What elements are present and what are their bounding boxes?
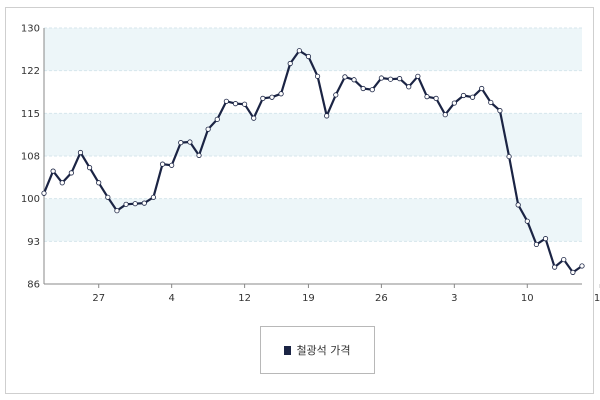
data-point — [451, 100, 457, 106]
data-point — [105, 194, 111, 200]
data-point — [378, 75, 384, 81]
y-tick-label: 108 — [21, 152, 40, 163]
y-axis-ticks: 86 93 100 108 115 122 130 — [21, 24, 40, 291]
data-point — [469, 94, 476, 100]
data-point — [278, 91, 284, 97]
data-point — [397, 76, 403, 82]
y-tick-label: 86 — [27, 280, 40, 291]
data-point — [305, 53, 312, 60]
x-tick-label: 10 — [521, 293, 534, 304]
series-layer — [41, 48, 585, 275]
legend: 철광석 가격 — [260, 326, 375, 374]
data-point — [333, 92, 339, 98]
data-point — [488, 99, 494, 106]
data-point — [169, 162, 175, 168]
data-point — [159, 161, 166, 167]
data-point — [579, 263, 585, 269]
data-point — [187, 139, 193, 145]
axes — [43, 28, 582, 285]
data-point — [223, 98, 229, 104]
data-point — [324, 113, 330, 119]
data-point — [96, 180, 102, 186]
y-tick-label: 130 — [21, 24, 40, 35]
data-point — [287, 60, 293, 67]
data-point — [570, 269, 576, 275]
data-point — [242, 101, 248, 107]
x-tick-label: 12 — [238, 293, 251, 304]
data-point — [50, 168, 56, 174]
data-point — [260, 95, 266, 102]
data-point — [552, 264, 558, 270]
data-point — [561, 256, 567, 263]
data-point — [533, 241, 540, 248]
data-point — [479, 85, 485, 92]
data-point — [269, 94, 275, 100]
data-point — [132, 201, 138, 207]
data-point — [460, 92, 467, 99]
data-point — [59, 180, 65, 186]
legend-swatch — [284, 345, 292, 355]
data-point — [296, 48, 302, 54]
data-point — [415, 73, 421, 79]
x-tick-label: 4 — [168, 293, 174, 304]
legend-label: 철광석 가격 — [296, 344, 351, 357]
data-point — [114, 208, 120, 214]
data-point — [351, 77, 357, 83]
x-tick-label: 3 — [451, 293, 457, 304]
plot-band — [44, 113, 582, 156]
plot-bands — [44, 28, 582, 242]
data-point — [515, 202, 521, 208]
data-point — [342, 74, 348, 80]
data-point — [141, 200, 147, 206]
data-point — [360, 85, 366, 92]
y-tick-label: 100 — [21, 194, 40, 205]
y-tick-label: 93 — [27, 237, 40, 248]
data-point — [406, 84, 412, 90]
y-tick-label: 115 — [21, 109, 40, 120]
data-point — [387, 76, 394, 82]
x-tick-label: 17 — [594, 293, 600, 304]
x-tick-label: 19 — [302, 293, 315, 304]
x-axis-ticks: 274121926310172431716 — [92, 284, 600, 304]
y-tick-label: 122 — [21, 66, 40, 77]
data-point — [497, 108, 503, 114]
x-tick-label: 27 — [92, 293, 105, 304]
data-point — [251, 115, 257, 121]
data-point — [178, 140, 184, 146]
data-point — [442, 112, 448, 118]
data-point — [150, 194, 157, 200]
data-point — [369, 87, 375, 93]
data-point — [314, 73, 321, 79]
data-point — [524, 218, 530, 224]
data-point — [214, 116, 220, 122]
data-point — [433, 95, 439, 102]
data-point — [232, 101, 239, 107]
data-point — [123, 201, 129, 207]
data-point — [196, 152, 202, 159]
data-point — [77, 149, 84, 156]
data-point — [41, 190, 47, 196]
plot-band — [44, 28, 582, 71]
data-point — [506, 153, 512, 160]
data-point — [86, 165, 93, 171]
x-tick-label: 26 — [375, 293, 388, 304]
data-point — [205, 126, 211, 132]
data-point — [542, 236, 549, 242]
data-point — [424, 94, 430, 100]
data-point — [68, 170, 74, 176]
